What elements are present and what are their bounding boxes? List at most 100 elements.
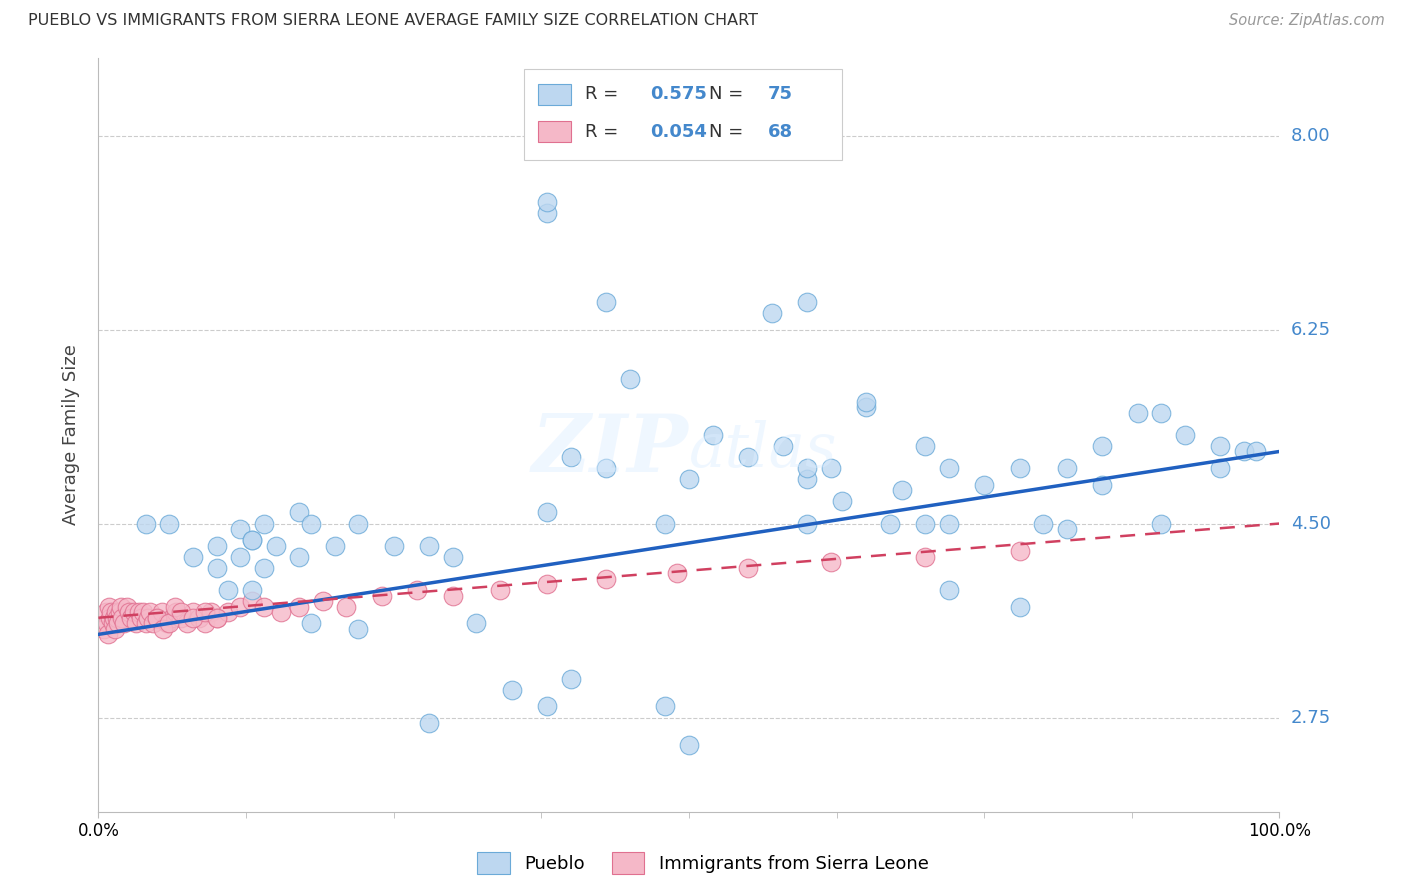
Point [536, 195, 558, 210]
Point [97, 627, 120, 641]
Point [441, 549, 464, 564]
Point [205, 561, 228, 575]
Point [1233, 444, 1256, 458]
Point [160, 611, 183, 625]
Point [820, 461, 842, 475]
Point [205, 611, 228, 625]
Point [181, 611, 204, 625]
Point [240, 594, 263, 608]
Point [240, 533, 263, 548]
Point [536, 206, 558, 220]
Point [1091, 477, 1114, 491]
Point [125, 616, 148, 631]
Point [103, 611, 125, 625]
Point [879, 516, 901, 531]
Point [1008, 544, 1031, 558]
Point [217, 582, 239, 597]
Text: 75: 75 [768, 85, 793, 103]
Point [205, 539, 228, 553]
Point [465, 616, 488, 631]
Point [270, 605, 292, 619]
Point [737, 450, 759, 464]
Point [371, 589, 394, 603]
Point [560, 672, 582, 686]
Point [796, 516, 818, 531]
Point [536, 577, 558, 591]
Point [796, 294, 818, 309]
Point [501, 682, 523, 697]
Text: Source: ZipAtlas.com: Source: ZipAtlas.com [1229, 13, 1385, 29]
Point [253, 561, 276, 575]
Point [288, 599, 311, 614]
Text: 2.75: 2.75 [1291, 708, 1331, 726]
Point [146, 611, 169, 625]
Point [1126, 406, 1149, 420]
Text: 68: 68 [768, 123, 793, 141]
Point [382, 539, 405, 553]
Legend: Pueblo, Immigrants from Sierra Leone: Pueblo, Immigrants from Sierra Leone [468, 843, 938, 883]
Point [489, 582, 512, 597]
Point [288, 549, 311, 564]
Point [855, 400, 877, 414]
Point [796, 472, 818, 486]
Point [666, 566, 689, 581]
Point [200, 605, 222, 619]
Point [323, 539, 346, 553]
Point [142, 616, 165, 631]
Point [194, 616, 217, 631]
Point [347, 622, 370, 636]
Text: N =: N = [709, 123, 749, 141]
Y-axis label: Average Family Size: Average Family Size [62, 344, 80, 525]
Point [678, 472, 700, 486]
Point [217, 605, 239, 619]
Point [1209, 461, 1232, 475]
Point [560, 450, 582, 464]
Point [595, 461, 617, 475]
Point [938, 461, 960, 475]
Point [595, 294, 617, 309]
Point [914, 549, 936, 564]
Point [406, 582, 429, 597]
Point [136, 611, 159, 625]
Point [157, 516, 180, 531]
Point [229, 522, 252, 536]
Point [1091, 439, 1114, 453]
Point [536, 699, 558, 714]
Point [938, 516, 960, 531]
Point [1174, 427, 1197, 442]
Point [654, 699, 676, 714]
Point [101, 616, 124, 631]
Point [418, 716, 440, 731]
Point [118, 605, 141, 619]
Point [253, 516, 276, 531]
Point [312, 594, 335, 608]
Point [796, 461, 818, 475]
Point [165, 605, 187, 619]
Point [914, 516, 936, 531]
Point [156, 616, 179, 631]
Point [104, 622, 127, 636]
Text: ZIP: ZIP [531, 411, 689, 489]
Text: R =: R = [585, 123, 624, 141]
Point [938, 582, 960, 597]
Point [820, 555, 842, 569]
FancyBboxPatch shape [537, 121, 571, 143]
Point [253, 599, 276, 614]
Point [761, 306, 783, 320]
Text: R =: R = [585, 85, 624, 103]
Point [107, 616, 129, 631]
Point [595, 572, 617, 586]
Point [890, 483, 912, 498]
Point [1209, 439, 1232, 453]
Point [98, 599, 121, 614]
Point [96, 616, 118, 631]
Point [129, 611, 152, 625]
FancyBboxPatch shape [523, 70, 842, 160]
Point [94, 605, 117, 619]
Point [135, 616, 157, 631]
Point [1150, 516, 1173, 531]
Point [105, 605, 128, 619]
Point [128, 605, 150, 619]
Point [240, 582, 263, 597]
Point [139, 605, 162, 619]
